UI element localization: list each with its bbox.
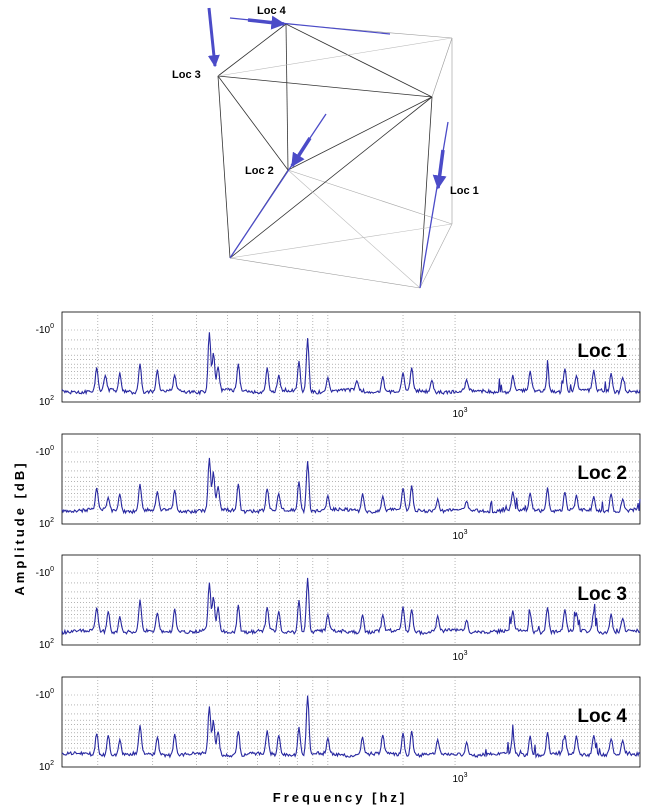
plot-frame	[61, 311, 641, 403]
diagram-label-loc2: Loc 2	[245, 165, 274, 177]
spectrum-trace	[61, 577, 641, 636]
y-tick-label-top: -100	[36, 688, 54, 701]
spectrum-panel-loc2: Loc 2 -100 102 103	[36, 433, 641, 542]
spectrum-panel-loc3: Loc 3 -100 102 103	[36, 554, 641, 663]
diagram-label-loc1: Loc 1	[450, 185, 479, 197]
structure-edges	[217, 23, 453, 289]
spectrum-panel-loc4: Loc 4 -100 102 103	[36, 676, 641, 785]
structure-edge	[287, 96, 433, 171]
structure-edge	[217, 75, 433, 98]
force-arrow-loc1	[432, 149, 447, 190]
spectrum-trace	[61, 332, 641, 396]
y-tick-label-top: -100	[36, 566, 54, 579]
x-axis-label: Frequency [hz]	[273, 790, 407, 805]
structure-edge	[287, 169, 421, 289]
x-tick-label: 103	[452, 772, 467, 785]
y-axis-label: Amplitude [dB]	[12, 460, 27, 595]
force-arrows	[207, 7, 449, 289]
structure-edge	[419, 96, 433, 289]
structure-edge	[419, 223, 453, 289]
structure-edge	[217, 37, 453, 77]
spectrum-trace	[61, 457, 641, 515]
y-tick-label-bottom: 102	[39, 517, 54, 530]
panel-title: Loc 1	[577, 341, 627, 362]
structure-edge	[285, 23, 289, 171]
y-tick-label-bottom: 102	[39, 760, 54, 773]
y-tick-label-top: -100	[36, 323, 54, 336]
panel-title: Loc 4	[577, 706, 627, 727]
spectrum-trace	[61, 695, 641, 759]
panel-title: Loc 2	[577, 463, 627, 484]
plot-frame	[61, 676, 641, 768]
plot-frame	[61, 554, 641, 646]
panel-title: Loc 3	[577, 584, 627, 605]
spectrum-panels: Loc 1 -100 102 103 Loc 2 -100 102 103 Loc 3 -100 1…	[36, 311, 641, 785]
force-arrow-loc3	[207, 7, 220, 68]
arrow-shaft	[419, 121, 449, 289]
diagram-label-loc4: Loc 4	[257, 5, 287, 17]
structure-edge	[287, 169, 453, 225]
structure-edge	[217, 75, 231, 259]
structure-edge	[217, 75, 289, 171]
structure-edge	[229, 96, 433, 259]
x-tick-label: 103	[452, 650, 467, 663]
structure-edge	[229, 257, 421, 289]
structure-edge	[217, 23, 287, 77]
y-tick-label-bottom: 102	[39, 395, 54, 408]
y-tick-label-top: -100	[36, 445, 54, 458]
spectrum-panel-loc1: Loc 1 -100 102 103	[36, 311, 641, 420]
x-tick-label: 103	[452, 407, 467, 420]
structure-edge	[285, 23, 433, 98]
force-arrow-loc4	[247, 15, 286, 30]
structure-diagram: Loc 4 Loc 3 Loc 2 Loc 1	[172, 5, 479, 289]
structure-edge	[229, 223, 453, 259]
y-tick-label-bottom: 102	[39, 638, 54, 651]
structure-edge	[431, 37, 453, 98]
arrow-shaft	[229, 113, 327, 259]
force-arrow-loc2	[290, 137, 312, 168]
diagram-label-loc3: Loc 3	[172, 69, 201, 81]
x-tick-label: 103	[452, 529, 467, 542]
